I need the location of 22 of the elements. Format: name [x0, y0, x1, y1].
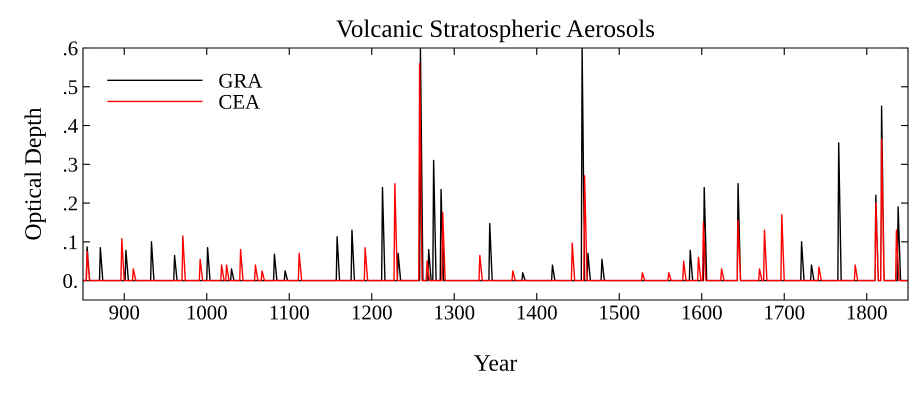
y-tick-label: .5: [64, 80, 78, 94]
y-tick-label: .2: [64, 196, 77, 211]
y-tick-label: .4: [64, 119, 78, 134]
y-tick-label: .3: [64, 158, 78, 172]
legend-label: GRA: [219, 74, 262, 88]
x-axis-title: Year: [474, 355, 518, 371]
x-tick-label: 1000: [188, 305, 227, 320]
x-tick-label: 1300: [435, 305, 474, 320]
x-tick-label: 1700: [765, 305, 804, 320]
x-tick-label: 1600: [682, 305, 722, 320]
x-tick-label: 1500: [600, 305, 640, 320]
x-tick-label: 1400: [518, 305, 557, 320]
x-tick-label: 1100: [270, 305, 309, 320]
y-tick-label: .6: [64, 41, 78, 56]
x-tick-label: 1200: [352, 305, 392, 320]
y-axis-title: Optical Depth: [24, 108, 46, 240]
y-tick-label: 0.: [63, 274, 77, 288]
chart-title: Volcanic Stratospheric Aerosols: [336, 20, 654, 42]
y-tick-label: .1: [64, 235, 77, 250]
x-tick-label: 1800: [848, 305, 887, 320]
x-tick-label: 900: [109, 305, 140, 320]
legend-label: CEA: [219, 94, 260, 109]
